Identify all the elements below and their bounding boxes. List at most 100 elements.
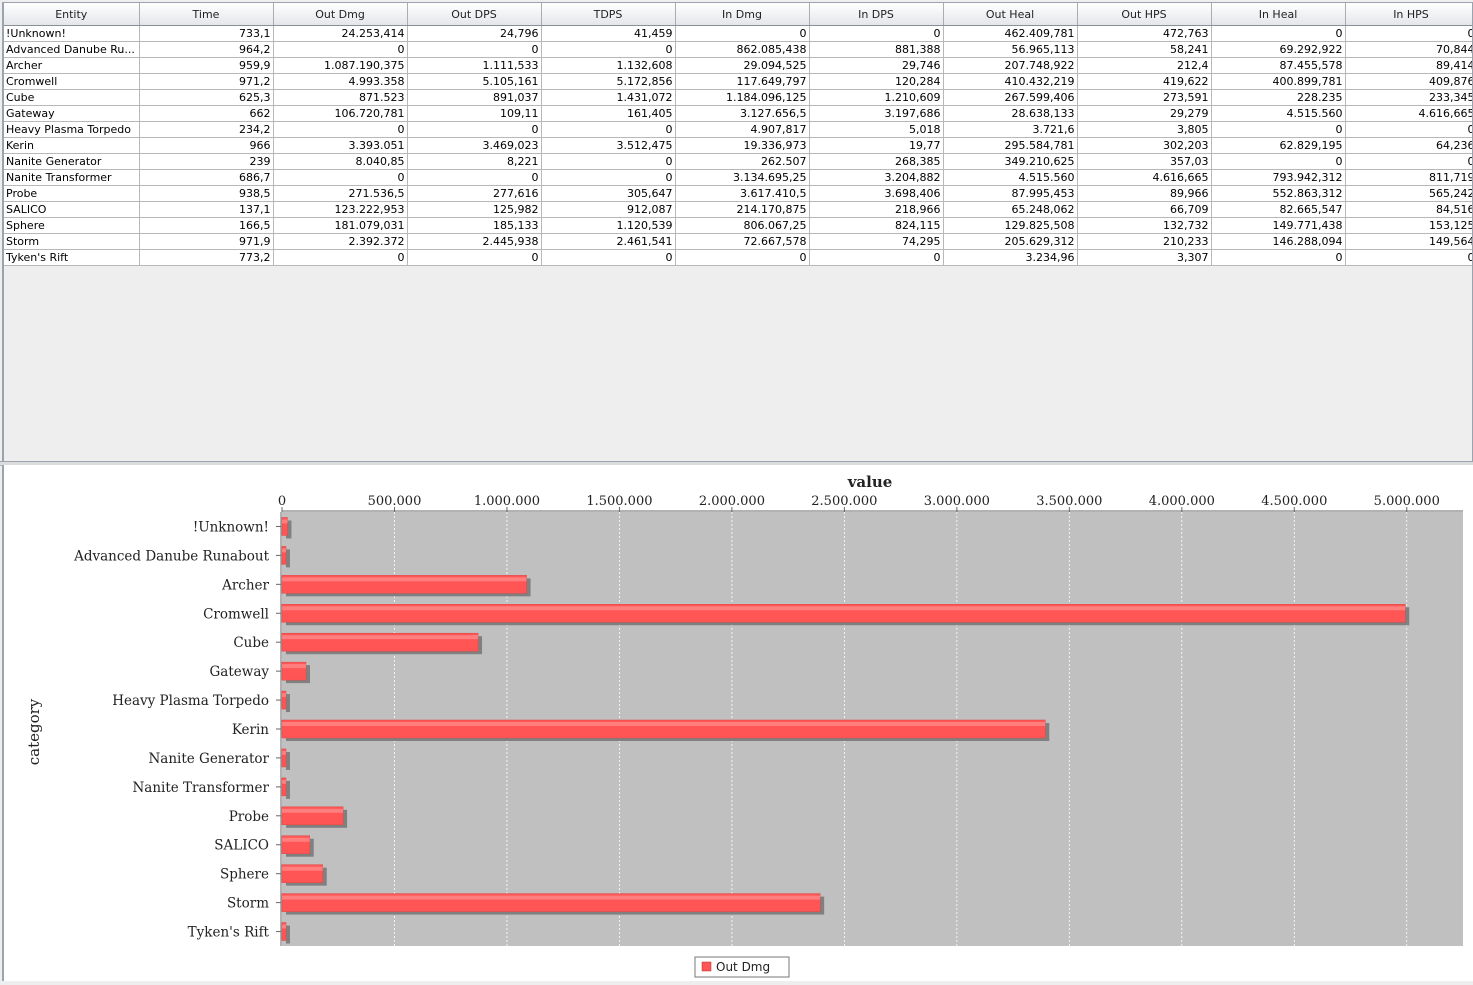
bar-highlight bbox=[282, 837, 310, 842]
table-row[interactable]: Heavy Plasma Torpedo 234,2 0 0 0 4.907,817 5,0… bbox=[4, 121, 1472, 138]
table-cell: 8,221 bbox=[407, 153, 542, 170]
table-header-row: Entity Time Out Dmg Out DPS TDPS In Dmg In DPS… bbox=[4, 3, 1472, 26]
column-header-in-dps[interactable]: In DPS bbox=[809, 3, 944, 26]
table-cell: 1.184.096,125 bbox=[675, 89, 810, 106]
bar-highlight bbox=[282, 750, 286, 755]
table-cell: 824,115 bbox=[809, 217, 944, 234]
bar-chart: value category 0 500.000 1.000.000 1.500.00… bbox=[25, 473, 1463, 978]
column-header-entity[interactable]: Entity bbox=[4, 3, 140, 26]
table-cell: 181.079,031 bbox=[273, 217, 408, 234]
table-cell: 3,805 bbox=[1077, 121, 1212, 138]
table-row[interactable]: SALICO 137,1 123.222,953 125,982 912,087 214.… bbox=[4, 201, 1472, 218]
table-cell: 357,03 bbox=[1077, 153, 1212, 170]
table-cell: 0 bbox=[675, 249, 810, 266]
bar-highlight bbox=[282, 664, 307, 669]
table-cell: 565,242 bbox=[1345, 185, 1472, 202]
column-header-in-heal[interactable]: In Heal bbox=[1211, 3, 1346, 26]
table-row[interactable]: Cromwell 971,2 4.993.358 5.105,161 5.172,856… bbox=[4, 73, 1472, 90]
table-cell: 69.292,922 bbox=[1211, 41, 1346, 58]
table-cell: 117.649,797 bbox=[675, 73, 810, 90]
table-cell: 966 bbox=[139, 137, 274, 154]
bar-shadow bbox=[286, 520, 292, 539]
category-label: Nanite Generator bbox=[148, 751, 269, 767]
bar-highlight bbox=[282, 722, 1046, 726]
table-cell: 0 bbox=[1211, 121, 1346, 138]
category-label: Cube bbox=[233, 635, 269, 651]
bar-highlight bbox=[282, 577, 527, 582]
bar-shadow bbox=[286, 751, 290, 770]
table-cell: 205.629,312 bbox=[943, 233, 1078, 250]
table-cell: 1.120,539 bbox=[541, 217, 676, 234]
table-cell: 3.134.695,25 bbox=[675, 169, 810, 186]
table-cell: 0 bbox=[407, 249, 542, 266]
table-cell: 125,982 bbox=[407, 201, 542, 218]
table-cell: 24.253,414 bbox=[273, 25, 408, 42]
table-row[interactable]: Nanite Generator 239 8.040,85 8,221 0 262.507… bbox=[4, 153, 1472, 170]
table-cell: 2.392.372 bbox=[273, 233, 408, 250]
table-cell: 267.599,406 bbox=[943, 89, 1078, 106]
results-table[interactable]: Entity Time Out Dmg Out DPS TDPS In Dmg In DPS… bbox=[4, 3, 1472, 266]
column-header-out-dmg[interactable]: Out Dmg bbox=[273, 3, 408, 26]
table-cell: 166,5 bbox=[139, 217, 274, 234]
table-cell: 29.094,525 bbox=[675, 57, 810, 74]
table-cell: 210,233 bbox=[1077, 233, 1212, 250]
column-header-out-dps[interactable]: Out DPS bbox=[407, 3, 542, 26]
table-row[interactable]: Gateway 662 106.720,781 109,11 161,405 3.127.… bbox=[4, 105, 1472, 122]
bar-highlight bbox=[282, 866, 323, 871]
category-label: Nanite Transformer bbox=[132, 780, 269, 796]
category-label: Gateway bbox=[210, 664, 270, 680]
column-header-out-hps[interactable]: Out HPS bbox=[1077, 3, 1212, 26]
table-row[interactable]: Archer 959,9 1.087.190,375 1.111,533 1.132,6… bbox=[4, 57, 1472, 74]
x-tick-label: 0 bbox=[278, 494, 286, 509]
table-cell: 806.067,25 bbox=[675, 217, 810, 234]
table-cell: 146.288,094 bbox=[1211, 233, 1346, 250]
table-row[interactable]: Nanite Transformer 686,7 0 0 0 3.134.695,25 3.… bbox=[4, 169, 1472, 186]
table-cell: 234,2 bbox=[139, 121, 274, 138]
table-row[interactable]: Storm 971,9 2.392.372 2.445,938 2.461,541 72.… bbox=[4, 233, 1472, 250]
column-header-in-hps[interactable]: In HPS bbox=[1345, 3, 1472, 26]
table-row[interactable]: Advanced Danube Ru... 964,2 0 0 0 862.085,438… bbox=[4, 41, 1472, 58]
table-cell: 58,241 bbox=[1077, 41, 1212, 58]
table-cell: Storm bbox=[4, 233, 140, 250]
table-cell: 277,616 bbox=[407, 185, 542, 202]
table-row[interactable]: Cube 625,3 871.523 891,037 1.431,072 1.184.09… bbox=[4, 89, 1472, 106]
legend-swatch bbox=[701, 961, 712, 972]
table-row[interactable]: !Unknown! 733,1 24.253,414 24,796 41,459 0 0 46… bbox=[4, 25, 1472, 42]
table-cell: 56.965,113 bbox=[943, 41, 1078, 58]
table-cell: 1.132,608 bbox=[541, 57, 676, 74]
table-cell: 207.748,922 bbox=[943, 57, 1078, 74]
table-cell: 5.172,856 bbox=[541, 73, 676, 90]
table-cell: 3.469,023 bbox=[407, 137, 542, 154]
table-cell: 70,844 bbox=[1345, 41, 1472, 58]
results-table-panel: Entity Time Out Dmg Out DPS TDPS In Dmg In DPS… bbox=[2, 2, 1473, 462]
column-header-time[interactable]: Time bbox=[139, 3, 274, 26]
table-cell: 87.995,453 bbox=[943, 185, 1078, 202]
column-header-out-heal[interactable]: Out Heal bbox=[943, 3, 1078, 26]
table-cell: 41,459 bbox=[541, 25, 676, 42]
column-header-tdps[interactable]: TDPS bbox=[541, 3, 676, 26]
table-row[interactable]: Probe 938,5 271.536,5 277,616 305,647 3.617.4… bbox=[4, 185, 1472, 202]
table-cell: 120,284 bbox=[809, 73, 944, 90]
table-cell: Archer bbox=[4, 57, 140, 74]
bar-highlight bbox=[282, 924, 286, 929]
bar-highlight bbox=[282, 779, 286, 784]
table-cell: 773,2 bbox=[139, 249, 274, 266]
bar bbox=[281, 517, 288, 536]
y-axis-label: category bbox=[25, 698, 43, 765]
x-tick-label: 2.000.000 bbox=[699, 494, 765, 509]
table-cell: 8.040,85 bbox=[273, 153, 408, 170]
table-row[interactable]: Kerin 966 3.393.051 3.469,023 3.512,475 19.33… bbox=[4, 137, 1472, 154]
bar-highlight bbox=[282, 693, 286, 698]
table-cell: 302,203 bbox=[1077, 137, 1212, 154]
table-cell: !Unknown! bbox=[4, 25, 140, 42]
table-cell: Cromwell bbox=[4, 73, 140, 90]
table-cell: 4.616,665 bbox=[1345, 105, 1472, 122]
table-cell: 686,7 bbox=[139, 169, 274, 186]
bar bbox=[281, 748, 287, 768]
table-row[interactable]: Sphere 166,5 181.079,031 185,133 1.120,539 80… bbox=[4, 217, 1472, 234]
column-header-in-dmg[interactable]: In Dmg bbox=[675, 3, 810, 26]
table-cell: 1.210,609 bbox=[809, 89, 944, 106]
table-cell: 0 bbox=[809, 25, 944, 42]
table-cell: 19.336,973 bbox=[675, 137, 810, 154]
